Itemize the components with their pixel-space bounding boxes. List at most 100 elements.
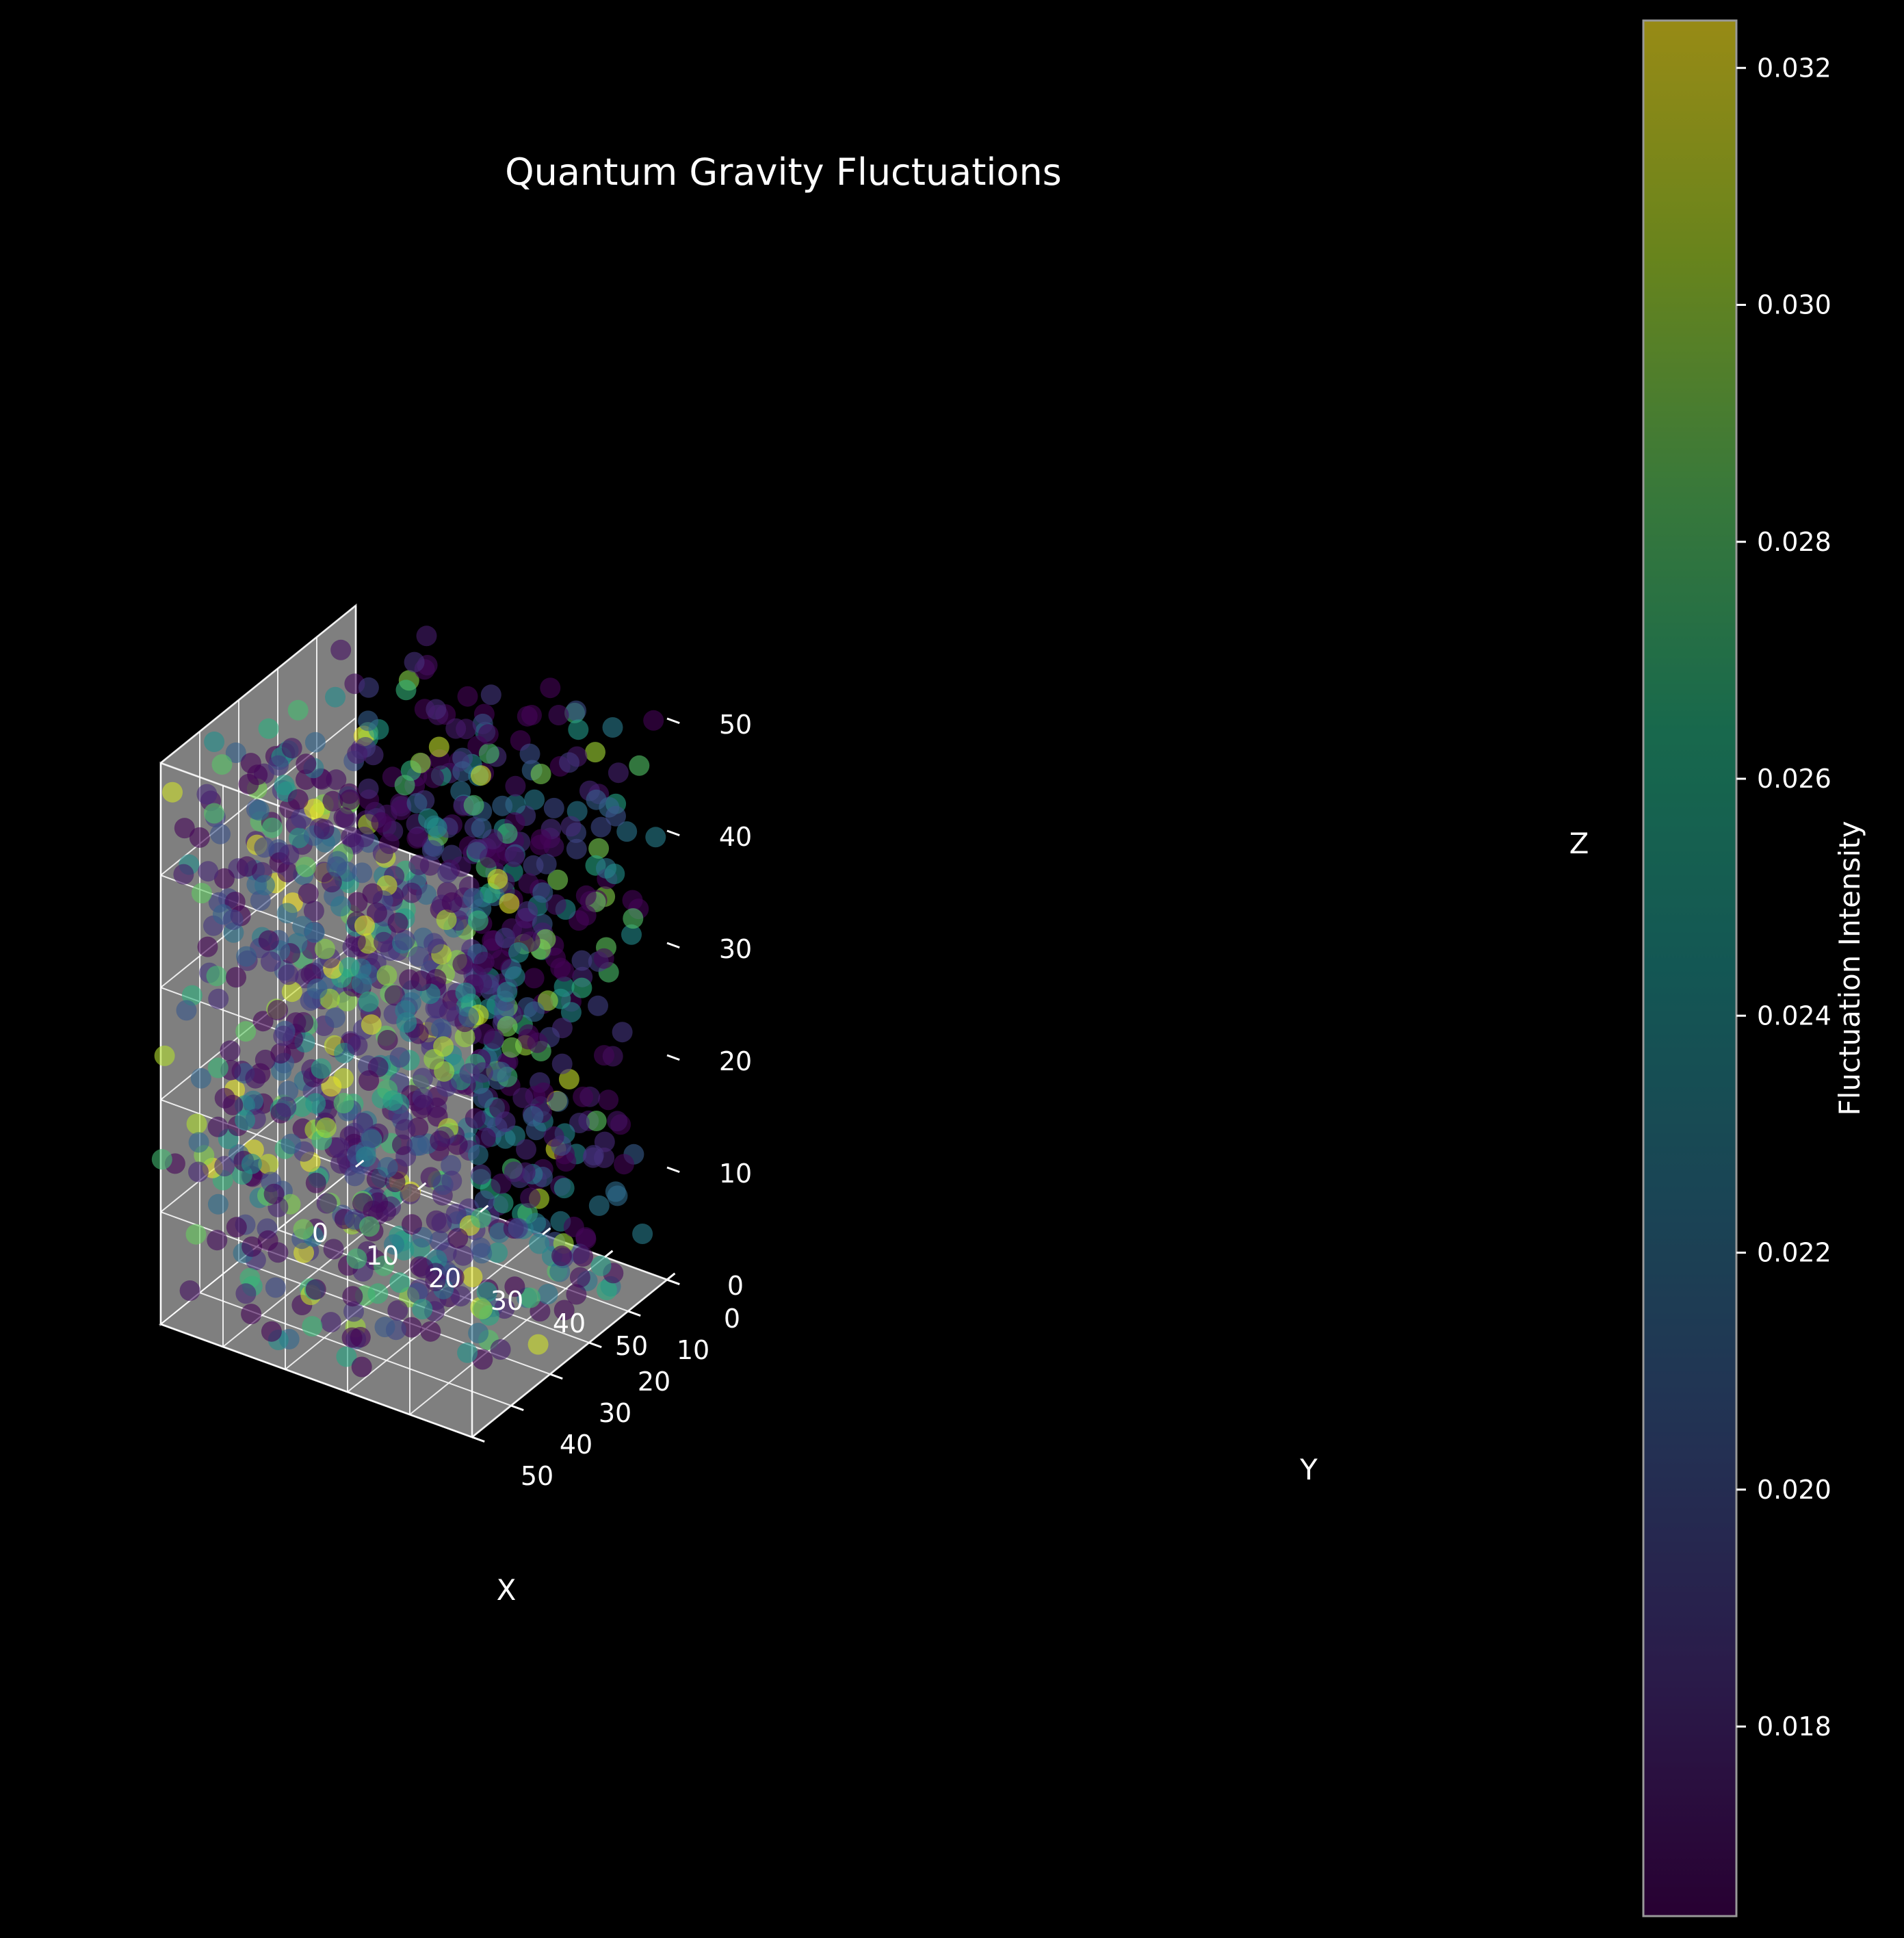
- data-point: [454, 1026, 475, 1048]
- data-point: [389, 1272, 410, 1293]
- data-point: [559, 752, 579, 773]
- y-axis-tick: [549, 1373, 563, 1380]
- x-axis-tick: [542, 1227, 551, 1236]
- data-point: [590, 1255, 612, 1276]
- data-point: [423, 767, 444, 788]
- data-point: [537, 1284, 558, 1305]
- data-point: [593, 948, 614, 969]
- data-point: [258, 930, 279, 951]
- data-point: [354, 915, 375, 936]
- data-point: [421, 840, 443, 861]
- data-point: [590, 816, 612, 838]
- data-point: [154, 1045, 175, 1066]
- data-point: [495, 1111, 516, 1133]
- chart-title: Quantum Gravity Fluctuations: [505, 151, 1062, 194]
- z-axis-tick: [666, 942, 680, 949]
- z-axis-tick: [666, 717, 680, 725]
- data-point: [441, 892, 462, 913]
- colorbar-ticks: 0.018 0.020 0.022 0.024 0.026 0.028 0.030 0.032: [1736, 53, 1831, 1742]
- data-point: [569, 1267, 590, 1288]
- data-point: [358, 1070, 380, 1091]
- z-axis-tick-label: 20: [719, 1046, 752, 1076]
- data-point: [324, 1007, 345, 1029]
- data-point: [532, 882, 553, 903]
- data-point: [441, 1154, 462, 1176]
- data-point: [377, 1030, 398, 1050]
- data-point: [594, 1045, 614, 1066]
- data-point: [326, 769, 347, 790]
- data-point: [351, 973, 372, 994]
- data-point: [540, 677, 561, 699]
- z-axis-tick: [666, 829, 680, 837]
- data-point: [372, 842, 393, 864]
- data-point: [261, 1321, 282, 1342]
- data-point: [302, 1316, 323, 1337]
- data-point: [374, 1255, 394, 1276]
- data-point: [588, 838, 610, 859]
- y-axis-tick: [588, 1341, 602, 1349]
- data-point: [185, 1224, 207, 1245]
- data-point: [504, 966, 525, 987]
- data-point: [248, 800, 270, 821]
- data-point: [273, 1025, 294, 1046]
- data-point: [607, 1111, 628, 1132]
- data-point: [468, 1323, 489, 1343]
- data-point: [315, 1117, 337, 1138]
- colorbar: [1642, 19, 1738, 1917]
- data-point: [342, 1286, 363, 1307]
- z-axis-tick-label: 50: [719, 710, 752, 740]
- data-point: [179, 1280, 200, 1301]
- data-point: [268, 1000, 288, 1021]
- data-point: [293, 1012, 314, 1033]
- y-axis-tick-label: 40: [560, 1430, 592, 1460]
- data-point: [367, 902, 387, 923]
- data-point: [430, 1130, 451, 1151]
- data-point: [255, 875, 275, 896]
- data-point: [551, 1245, 572, 1267]
- data-point: [520, 1187, 541, 1209]
- data-point: [575, 885, 597, 906]
- data-point: [566, 838, 587, 860]
- data-point: [222, 909, 244, 930]
- data-point: [478, 743, 499, 764]
- data-point: [566, 700, 587, 721]
- data-point: [404, 651, 425, 673]
- data-point: [616, 821, 638, 842]
- data-point: [235, 1021, 257, 1042]
- x-axis-tick: [666, 1272, 676, 1281]
- data-point: [377, 1157, 398, 1178]
- data-point: [475, 1127, 496, 1148]
- data-point: [474, 1190, 495, 1211]
- data-point: [413, 1094, 434, 1115]
- data-point: [525, 1213, 547, 1234]
- data-point: [257, 1230, 278, 1251]
- data-point: [472, 1299, 493, 1319]
- data-point: [434, 1061, 455, 1082]
- data-point: [553, 1300, 575, 1321]
- data-point: [278, 844, 300, 865]
- data-point: [394, 929, 415, 951]
- data-point: [452, 761, 473, 782]
- data-point: [573, 1086, 594, 1107]
- data-point: [304, 732, 326, 753]
- data-point: [347, 1035, 368, 1056]
- x-axis-tick-label: 20: [428, 1263, 461, 1293]
- data-point: [268, 755, 289, 776]
- data-point: [278, 964, 299, 985]
- data-point: [467, 838, 488, 860]
- data-point: [575, 905, 597, 926]
- data-point: [358, 778, 379, 799]
- data-point: [214, 1087, 235, 1109]
- data-point: [412, 1299, 433, 1319]
- data-point: [281, 981, 302, 1003]
- data-point: [226, 1217, 247, 1238]
- data-point: [198, 861, 219, 882]
- x-axis-label: X: [497, 1573, 517, 1607]
- data-point: [504, 847, 525, 868]
- data-point: [296, 856, 316, 877]
- data-point: [345, 931, 366, 952]
- x-axis-tick: [604, 1250, 614, 1258]
- data-point: [339, 957, 360, 978]
- data-point: [604, 864, 625, 884]
